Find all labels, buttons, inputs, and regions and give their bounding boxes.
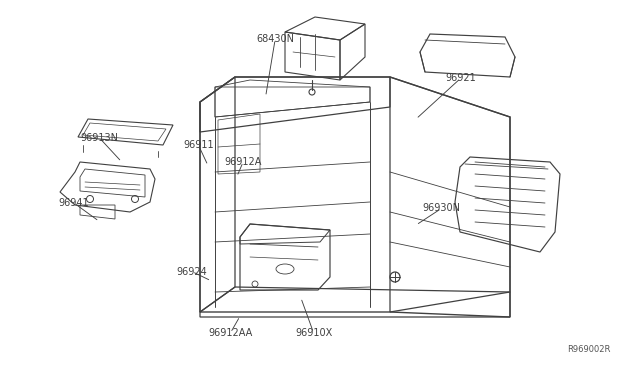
Text: 68430N: 68430N — [256, 34, 294, 44]
Text: 96912AA: 96912AA — [208, 328, 253, 338]
Text: 96912A: 96912A — [225, 157, 262, 167]
Text: 96910X: 96910X — [295, 328, 332, 338]
Text: 96913N: 96913N — [80, 133, 118, 142]
Text: 96911: 96911 — [183, 140, 214, 150]
Text: R969002R: R969002R — [566, 345, 610, 354]
Text: 96930N: 96930N — [422, 203, 461, 213]
Text: 96924: 96924 — [177, 267, 207, 276]
Text: 96941: 96941 — [58, 198, 89, 208]
Text: 96921: 96921 — [445, 73, 476, 83]
